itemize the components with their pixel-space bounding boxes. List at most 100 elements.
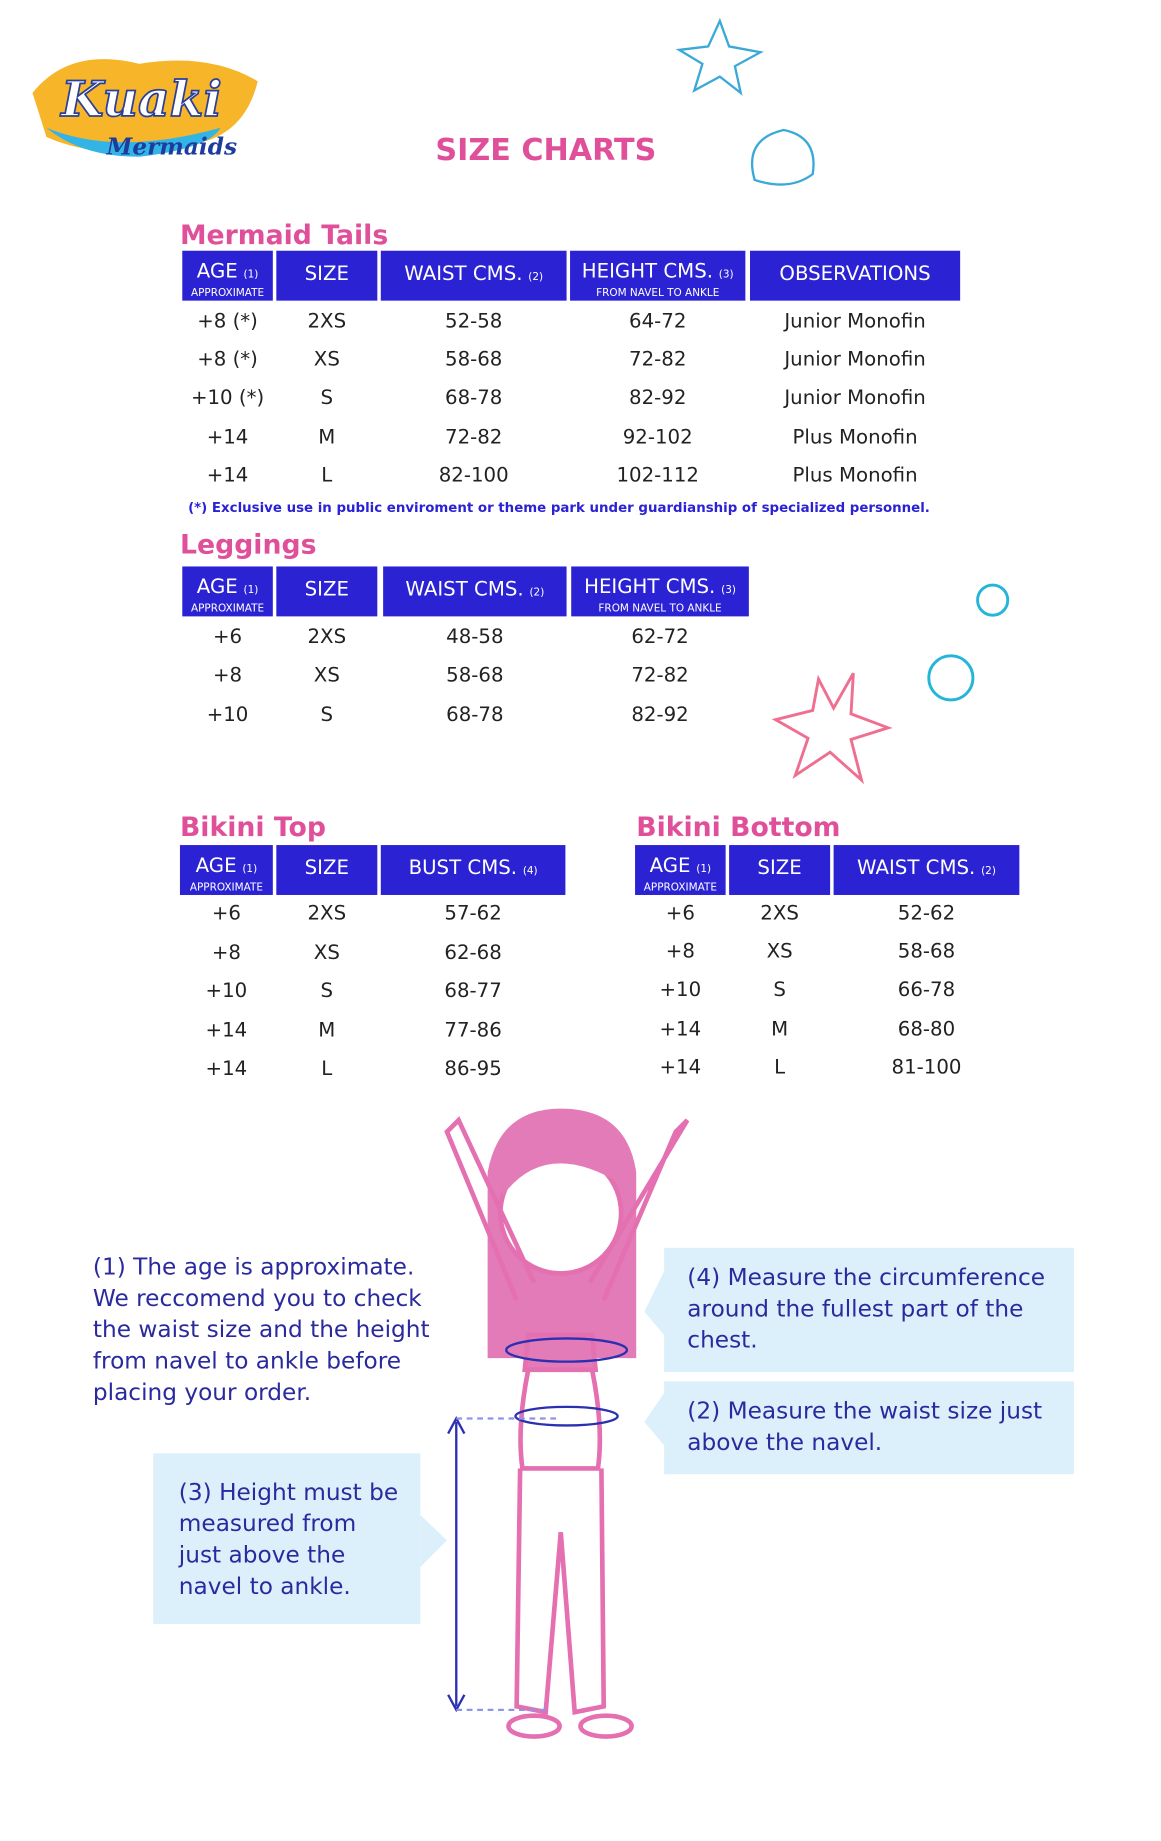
header-label: SIZE [757, 856, 802, 880]
table-cell: S [320, 979, 334, 1003]
header-cell: AGE (1) APPROXIMATE [182, 566, 273, 617]
table-cell: 64-72 [629, 309, 687, 334]
table-cell: +10 [205, 979, 248, 1003]
note: (2) Measure the waist size just above the… [664, 1381, 1074, 1475]
note-line: (3) Height must be [178, 1477, 399, 1506]
header-label-wrap: AGE (1) [180, 854, 273, 877]
shell [750, 128, 815, 186]
table-cell: 62-68 [444, 941, 502, 965]
header-label: WAIST CMS. [405, 578, 524, 602]
pointer [644, 1271, 665, 1335]
bubble [976, 583, 1010, 617]
header-label: OBSERVATIONS [779, 262, 931, 286]
starfish [675, 17, 764, 96]
table-cell: 58-68 [897, 940, 956, 964]
table-cell: 68-78 [445, 386, 503, 410]
header-label-wrap: OBSERVATIONS [750, 262, 960, 285]
table-cell: 52-58 [445, 309, 503, 334]
note-line: above the navel. [687, 1427, 883, 1456]
header-note: (2) [529, 587, 545, 599]
header-label-wrap: AGE (1) [182, 576, 273, 599]
table-cell: M [771, 1018, 789, 1042]
table-cell: 2XS [307, 625, 347, 649]
header-cell: AGE (1) APPROXIMATE [179, 845, 273, 895]
table-cell: Junior Monofin [784, 309, 926, 334]
note-line: just above the [178, 1540, 346, 1569]
header-cell: HEIGHT CMS. (3) FROM NAVEL TO ANKLE [570, 250, 746, 301]
table-cell: 68-78 [446, 703, 504, 727]
note: (4) Measure the circumference around the … [664, 1247, 1074, 1373]
table-cell: 82-100 [438, 464, 509, 488]
table-cell: Junior Monofin [784, 386, 926, 410]
header-label-wrap: SIZE [276, 262, 377, 285]
table-cell: +10 [659, 978, 702, 1002]
header-cell: WAIST CMS. (2) [383, 566, 567, 617]
header-label: BUST CMS. [408, 856, 518, 880]
table-cell: +10 [206, 703, 249, 727]
note-line: We reccomend you to check [92, 1283, 422, 1312]
header-note: (2) [528, 271, 544, 284]
table-cell: S [773, 978, 786, 1002]
table-cell: 57-62 [444, 901, 502, 926]
table-title: Bikini Top [179, 812, 326, 843]
header-cell: SIZE [276, 845, 378, 895]
header-label: AGE [196, 575, 238, 599]
header-note: (1) [242, 863, 258, 876]
pointer [420, 1514, 447, 1568]
table-cell: 58-68 [446, 663, 504, 688]
table-cell: 72-82 [631, 663, 689, 688]
header-label-wrap: BUST CMS. (4) [381, 857, 566, 880]
note-line: navel to ankle. [178, 1571, 351, 1600]
table-cell: L [774, 1056, 786, 1080]
header-label: HEIGHT CMS. [581, 260, 713, 284]
header-sub: APPROXIMATE [190, 603, 265, 616]
header-label: HEIGHT CMS. [584, 575, 716, 599]
table-cell: 58-68 [445, 348, 503, 372]
header-label: SIZE [304, 262, 349, 286]
logo-wave [46, 127, 221, 157]
header-label-wrap: AGE (1) [182, 260, 273, 283]
table-cell: 92-102 [622, 426, 693, 450]
table-cell: 81-100 [891, 1056, 962, 1080]
table-cell: +8 [665, 940, 695, 964]
table-cell: 2XS [307, 901, 347, 926]
header-sub: APPROXIMATE [190, 287, 265, 300]
header-label-wrap: HEIGHT CMS. (3) [571, 576, 749, 599]
table-cell: XS [313, 941, 340, 965]
starfish [771, 672, 893, 785]
table-cell: 102-112 [616, 464, 699, 488]
header-cell: SIZE [729, 845, 831, 895]
note-line: (1) The age is approximate. [92, 1252, 415, 1281]
note-line: the waist size and the height [92, 1315, 430, 1344]
table-cell: XS [313, 348, 340, 372]
header-cell: OBSERVATIONS [750, 250, 961, 301]
header-label: SIZE [304, 578, 349, 602]
table-cell: +6 [211, 901, 241, 926]
logo-tagline: Mermaids [106, 133, 237, 160]
note-line: placing your order. [92, 1377, 312, 1406]
table-cell: Junior Monofin [784, 348, 926, 372]
note-line: measured from [178, 1509, 357, 1537]
header-label: SIZE [304, 856, 349, 880]
header-cell: AGE (1) APPROXIMATE [182, 250, 273, 301]
header-sub: FROM NAVEL TO ANKLE [596, 287, 720, 300]
table-cell: XS [313, 663, 340, 688]
header-label-wrap: SIZE [729, 857, 830, 880]
header-label-wrap: WAIST CMS. (2) [834, 857, 1020, 880]
table-title: Bikini Bottom [636, 812, 841, 843]
table-cell: 2XS [760, 901, 799, 926]
note-line: from navel to ankle before [92, 1346, 402, 1375]
table-cell: 2XS [307, 309, 347, 334]
table-cell: 52-62 [897, 901, 956, 926]
table-title: Leggings [179, 530, 317, 561]
table-cell: +14 [206, 426, 249, 450]
header-cell: HEIGHT CMS. (3) FROM NAVEL TO ANKLE [571, 566, 749, 617]
header-note: (3) [721, 585, 736, 597]
header-note: (1) [243, 585, 259, 597]
table-cell: +14 [205, 1019, 248, 1043]
table-cell: +8 [211, 941, 241, 965]
table-cell: 68-80 [897, 1018, 956, 1042]
table-title: Mermaid Tails [179, 220, 389, 251]
